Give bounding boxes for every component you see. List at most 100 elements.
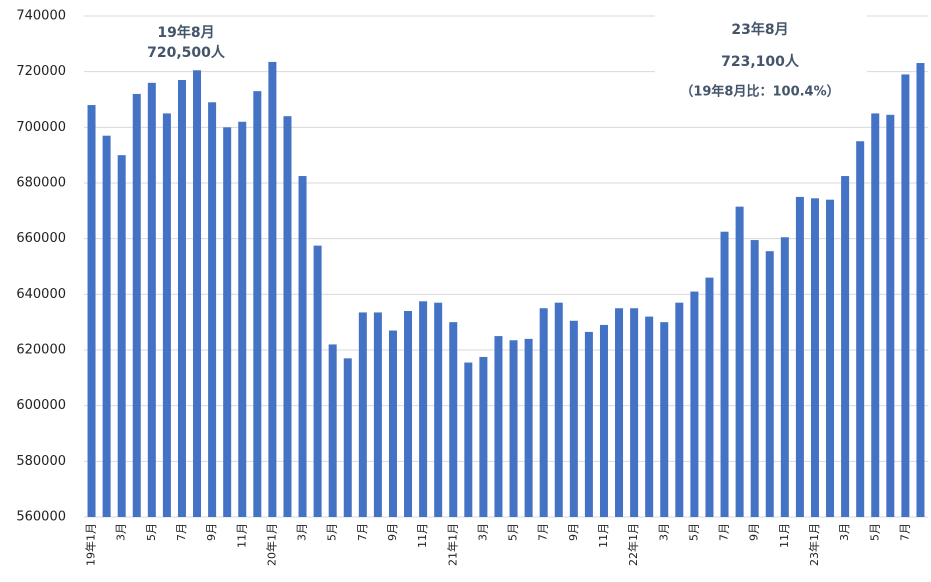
bar xyxy=(645,316,654,517)
bar xyxy=(599,324,608,517)
bar xyxy=(87,105,96,518)
bar xyxy=(886,114,895,517)
bar xyxy=(253,91,262,518)
bar xyxy=(720,231,729,518)
bar xyxy=(735,206,744,518)
bar xyxy=(193,70,202,518)
x-tick-label: 9月 xyxy=(205,523,218,541)
x-tick-label: 11月 xyxy=(778,523,791,548)
x-tick-label: 19年1月 xyxy=(84,523,98,566)
bar xyxy=(283,116,292,517)
annotation: 723,100人 xyxy=(721,53,800,70)
y-tick-label: 680000 xyxy=(16,176,66,191)
bar xyxy=(615,308,624,517)
bar xyxy=(841,176,850,517)
bar xyxy=(449,322,458,517)
x-tick-label: 7月 xyxy=(718,523,731,541)
bar xyxy=(373,312,382,517)
bar xyxy=(419,301,428,517)
bar xyxy=(810,198,819,517)
bar xyxy=(102,135,111,517)
bar xyxy=(177,80,186,518)
annotation-box xyxy=(655,4,867,116)
annotation: 23年8月 xyxy=(731,21,788,38)
bar xyxy=(223,127,232,517)
x-tick-label: 22年1月 xyxy=(626,523,640,566)
bar xyxy=(750,240,759,517)
annotation: （19年8月比：100.4%） xyxy=(680,84,839,100)
bar xyxy=(268,61,277,518)
y-tick-label: 640000 xyxy=(16,287,66,302)
bar xyxy=(132,93,141,517)
bar xyxy=(494,336,503,517)
bar xyxy=(524,338,533,517)
bar xyxy=(117,155,126,517)
x-tick-label: 5月 xyxy=(868,523,881,541)
y-tick-label: 720000 xyxy=(16,64,66,79)
bar xyxy=(795,196,804,517)
y-tick-label: 700000 xyxy=(16,120,66,135)
bar xyxy=(826,199,835,517)
bar xyxy=(479,356,488,517)
bar xyxy=(404,311,413,517)
y-tick-label: 620000 xyxy=(16,343,66,358)
x-tick-label: 3月 xyxy=(296,523,309,541)
annotation: 19年8月 xyxy=(157,24,214,41)
y-tick-label: 660000 xyxy=(16,231,66,246)
x-tick-label: 3月 xyxy=(476,523,489,541)
bar xyxy=(901,74,910,517)
bar xyxy=(162,113,171,518)
bar xyxy=(313,245,322,517)
x-tick-label: 23年1月 xyxy=(807,523,821,566)
bar xyxy=(328,344,337,517)
bar xyxy=(765,251,774,518)
x-tick-label: 9月 xyxy=(386,523,399,541)
x-tick-label: 11月 xyxy=(416,523,429,548)
x-tick-label: 5月 xyxy=(326,523,339,541)
x-tick-label: 7月 xyxy=(898,523,911,541)
bar xyxy=(464,362,473,517)
bar xyxy=(388,330,397,517)
bar xyxy=(358,312,367,517)
x-tick-label: 7月 xyxy=(537,523,550,541)
x-tick-label: 21年1月 xyxy=(445,523,459,566)
x-tick-label: 3月 xyxy=(838,523,851,541)
bar xyxy=(147,82,156,518)
x-tick-label: 7月 xyxy=(175,523,188,541)
bar xyxy=(208,102,217,518)
x-tick-label: 5月 xyxy=(507,523,520,541)
bar xyxy=(569,320,578,517)
bar xyxy=(916,63,925,518)
y-tick-label: 560000 xyxy=(16,510,66,525)
bar xyxy=(856,141,865,517)
x-tick-label: 11月 xyxy=(597,523,610,548)
bar xyxy=(584,331,593,517)
x-tick-label: 3月 xyxy=(657,523,670,541)
bar xyxy=(509,340,518,517)
x-tick-label: 9月 xyxy=(567,523,580,541)
x-tick-label: 9月 xyxy=(748,523,761,541)
bar xyxy=(298,176,307,517)
bar xyxy=(630,308,639,517)
bar xyxy=(780,237,789,517)
x-tick-label: 20年1月 xyxy=(264,523,278,566)
bar xyxy=(554,302,563,517)
y-tick-label: 580000 xyxy=(16,454,66,469)
y-tick-label: 740000 xyxy=(16,9,66,24)
x-tick-label: 7月 xyxy=(356,523,369,541)
y-tick-label: 600000 xyxy=(16,398,66,413)
bar xyxy=(539,308,548,517)
annotation: 720,500人 xyxy=(147,44,226,61)
bar xyxy=(705,277,714,517)
bar xyxy=(434,302,443,517)
x-tick-label: 11月 xyxy=(235,523,248,548)
bar xyxy=(675,302,684,517)
bar xyxy=(660,322,669,517)
x-tick-label: 5月 xyxy=(687,523,700,541)
bar xyxy=(690,291,699,517)
bar xyxy=(343,358,352,517)
bar xyxy=(871,113,880,518)
x-tick-label: 5月 xyxy=(145,523,158,541)
x-tick-label: 3月 xyxy=(115,523,128,541)
